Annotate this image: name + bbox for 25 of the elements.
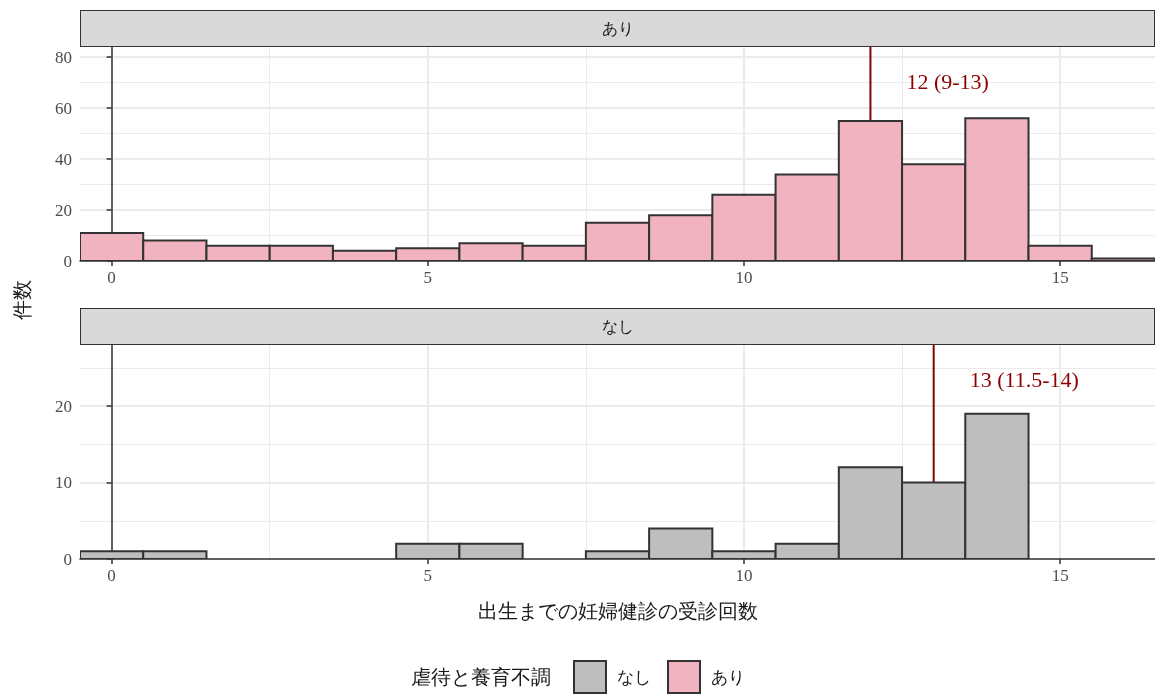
legend-title: 虐待と養育不調	[410, 664, 551, 690]
y-tick-label: 0	[63, 251, 72, 271]
x-tick-label: 15	[1051, 268, 1069, 287]
y-tick-label: 20	[55, 396, 72, 416]
y-tick-label: 40	[55, 149, 72, 169]
ref-line-label: 12 (9-13)	[906, 68, 989, 94]
x-tick-label: 5	[423, 268, 433, 287]
y-tick-label: 10	[55, 473, 72, 493]
x-tick-label: 10	[735, 566, 753, 585]
legend-label: なし	[616, 666, 651, 689]
legend-label: あり	[710, 666, 745, 689]
x-tick-label: 5	[423, 566, 433, 585]
chart-title: あり	[80, 10, 1155, 47]
y-tick-label: 80	[55, 47, 72, 67]
y-tick-label: 60	[55, 98, 72, 118]
x-tick-label: 10	[735, 268, 753, 287]
x-axis-title: 出生までの妊婦健診の受診回数	[477, 600, 758, 622]
x-tick-label: 0	[107, 268, 116, 287]
y-tick-label: 0	[63, 549, 72, 569]
y-axis-title: 件数	[10, 279, 34, 322]
x-tick-label: 15	[1051, 566, 1069, 585]
ref-line-label: 13 (11.5-14)	[969, 366, 1079, 392]
x-tick-label: 0	[107, 566, 116, 585]
chart-title: なし	[80, 308, 1155, 345]
y-tick-label: 20	[55, 200, 72, 220]
